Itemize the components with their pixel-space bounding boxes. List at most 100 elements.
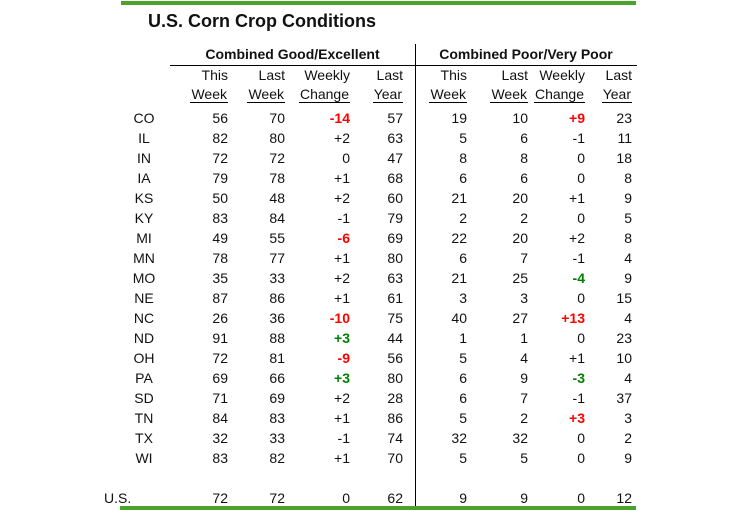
cell-good-weekly-change: +1: [334, 450, 350, 466]
cell-poor-last-year: 3: [624, 410, 632, 426]
column-gap: [403, 66, 415, 85]
cell-poor-this-week: 22: [451, 230, 467, 246]
cell-good-this-week: 72: [212, 490, 228, 506]
table-row: TX 32 33 -1 74 32 32 0 2: [100, 428, 632, 448]
cell-good-last-week: 69: [269, 390, 285, 406]
cell-good-last-week: 72: [269, 150, 285, 166]
cell-poor-last-week: 20: [512, 190, 528, 206]
cell-poor-last-week: 27: [512, 310, 528, 326]
table-row: OH 72 81 -9 56 5 4 +1 10: [100, 348, 633, 368]
cell-good-last-week: 83: [269, 410, 285, 426]
data-table: CO 56 70 -14 57 19 10 +9 23 IL 82 80 +2 63 5 6 -1 11 IN 72 7…: [100, 108, 632, 508]
cell-good-last-year: 47: [387, 150, 403, 166]
row-label-header: [100, 66, 170, 85]
cell-poor-last-week: 2: [520, 410, 528, 426]
summary-row: U.S. 72 72 0 62 9 9 0 12: [100, 488, 632, 508]
cell-good-weekly-change: -1: [337, 210, 350, 226]
cell-good-weekly-change: 0: [342, 150, 350, 166]
section-divider-line: [415, 44, 416, 506]
cell-poor-this-week: 5: [459, 450, 467, 466]
accent-line-top: [121, 1, 636, 5]
cell-poor-weekly-change: 0: [577, 330, 585, 346]
cell-good-last-week: 78: [269, 170, 285, 186]
cell-good-last-year: 44: [387, 330, 403, 346]
col-header-good-this-week: This: [201, 67, 228, 83]
cell-good-this-week: 35: [212, 270, 228, 286]
cell-good-this-week: 56: [212, 110, 228, 126]
cell-good-last-year: 79: [387, 210, 403, 226]
row-label: IA: [137, 170, 151, 186]
column-gap: [403, 228, 415, 248]
cell-poor-last-year: 9: [624, 450, 632, 466]
table-row: MN 78 77 +1 80 6 7 -1 4: [100, 248, 632, 268]
row-label: KS: [134, 190, 154, 206]
table-row: IA 79 78 +1 68 6 6 0 8: [100, 168, 632, 188]
cell-poor-weekly-change: 0: [577, 170, 585, 186]
cell-poor-this-week: 6: [459, 370, 467, 386]
column-gap: [403, 208, 415, 228]
cell-good-last-week: 88: [269, 330, 285, 346]
column-gap: [403, 248, 415, 268]
cell-good-this-week: 78: [212, 250, 228, 266]
cell-poor-weekly-change: 0: [577, 430, 585, 446]
cell-good-weekly-change: +1: [334, 170, 350, 186]
cell-good-last-week: 33: [269, 270, 285, 286]
cell-good-this-week: 79: [212, 170, 228, 186]
cell-good-last-week: 82: [269, 450, 285, 466]
cell-good-last-year: 86: [387, 410, 403, 426]
col-header-poor-last-year: Year: [585, 85, 632, 104]
cell-good-this-week: 83: [212, 450, 228, 466]
table-row: IN 72 72 0 47 8 8 0 18: [100, 148, 632, 168]
cell-poor-last-year: 9: [624, 270, 632, 286]
cell-poor-this-week: 8: [459, 150, 467, 166]
row-label: MN: [133, 250, 155, 266]
column-gap: [403, 108, 415, 128]
column-gap: [403, 388, 415, 408]
cell-poor-weekly-change: -1: [572, 130, 585, 146]
cell-good-this-week: 82: [212, 130, 228, 146]
col-header-underlined-label: Year: [601, 86, 632, 103]
cell-good-this-week: 32: [212, 430, 228, 446]
cell-poor-last-year: 4: [624, 250, 632, 266]
cell-poor-last-year: 37: [616, 390, 632, 406]
cell-good-this-week: 87: [212, 290, 228, 306]
page-title: U.S. Corn Crop Conditions: [148, 11, 376, 31]
cell-good-weekly-change: +3: [334, 330, 350, 346]
row-label: NE: [134, 290, 154, 306]
col-header-good-last-year: Last: [376, 67, 403, 83]
column-gap: [403, 148, 415, 168]
column-gap: [403, 488, 415, 508]
cell-poor-last-week: 1: [520, 330, 528, 346]
col-header-underlined-label: Change: [533, 86, 585, 103]
cell-good-last-week: 86: [269, 290, 285, 306]
cell-good-last-week: 84: [269, 210, 285, 226]
col-header-poor-last-year: Last: [605, 67, 632, 83]
cell-poor-weekly-change: +3: [569, 410, 585, 426]
accent-line-bottom: [120, 506, 636, 510]
cell-poor-last-week: 6: [520, 170, 528, 186]
cell-good-this-week: 50: [212, 190, 228, 206]
cell-poor-last-week: 6: [520, 130, 528, 146]
cell-good-last-year: 74: [387, 430, 403, 446]
column-header-row: Week Week Change Year Week Week Change Year: [100, 85, 632, 104]
row-label: PA: [135, 370, 153, 386]
cell-poor-weekly-change: 0: [577, 150, 585, 166]
cell-poor-this-week: 6: [459, 250, 467, 266]
column-gap: [403, 288, 415, 308]
cell-poor-weekly-change: 0: [577, 290, 585, 306]
col-header-underlined-label: Week: [247, 86, 285, 103]
col-header-underlined-label: Week: [490, 86, 528, 103]
cell-poor-this-week: 3: [459, 290, 467, 306]
section-header-poor-very-poor: Combined Poor/Very Poor: [439, 46, 613, 62]
cell-good-last-week: 33: [269, 430, 285, 446]
cell-good-this-week: 26: [212, 310, 228, 326]
cell-good-weekly-change: -1: [337, 430, 350, 446]
row-label: TX: [135, 430, 153, 446]
cell-poor-this-week: 40: [451, 310, 467, 326]
col-header-poor-last-week: Week: [467, 85, 528, 104]
cell-poor-last-week: 4: [520, 350, 528, 366]
col-header-poor-this-week: Week: [415, 85, 467, 104]
cell-poor-this-week: 1: [459, 330, 467, 346]
cell-good-weekly-change: -14: [329, 110, 350, 126]
cell-good-last-year: 80: [387, 250, 403, 266]
